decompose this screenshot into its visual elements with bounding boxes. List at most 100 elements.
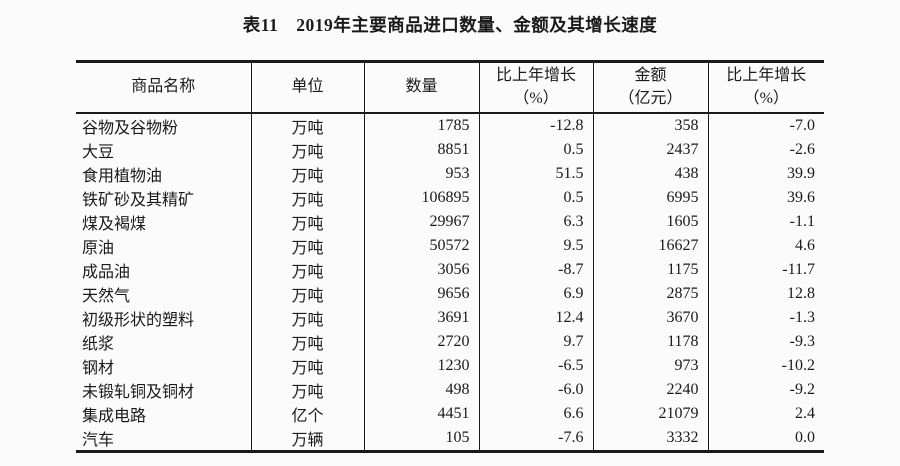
table-cell-quantity_growth_pct: -7.6 <box>478 426 593 452</box>
table-cell-commodity: 成品油 <box>82 264 131 281</box>
table-cell-quantity: 105 <box>363 426 479 452</box>
table-cell-quantity: 106895 <box>363 186 479 210</box>
table-cell-quantity: 1785 <box>363 113 479 138</box>
header-quantity: 数量 <box>363 61 479 114</box>
table-cell-quantity: 50572 <box>363 234 479 258</box>
table-row: 大豆 万吨 8851 0.5 2437 -2.6 <box>76 138 824 162</box>
table-row: 汽车 万辆 105 -7.6 3332 0.0 <box>76 426 824 452</box>
table-cell-unit: 万辆 <box>250 426 364 452</box>
table-cell-quantity_growth_pct: 6.3 <box>478 210 593 234</box>
table-cell-amount_100m_yuan: 3332 <box>592 426 708 452</box>
header-label: 单位 <box>291 78 324 96</box>
table-row: 铁矿砂及其精矿 万吨 106895 0.5 6995 39.6 <box>76 186 824 210</box>
table-cell-amount_growth_pct: -1.3 <box>707 306 824 330</box>
table-cell-commodity: 大豆 <box>82 144 115 161</box>
import-commodities-table: 商品名称 单位 数量 比上年增长 （%） 金额 （亿元） 比上年增长 <box>76 60 824 453</box>
table-cell-unit: 万吨 <box>250 113 364 138</box>
table-cell-amount_100m_yuan: 1605 <box>592 210 708 234</box>
header-amount-growth: 比上年增长 （%） <box>707 61 824 114</box>
table-row: 集成电路 亿个 4451 6.6 21079 2.4 <box>76 402 824 426</box>
table-cell-amount_growth_pct: 4.6 <box>707 234 824 258</box>
table-cell-quantity: 3056 <box>363 258 479 282</box>
table-cell-quantity: 498 <box>363 378 479 402</box>
table-cell-amount_growth_pct: -9.3 <box>707 330 824 354</box>
table-cell-quantity: 3691 <box>363 306 479 330</box>
header-row: 商品名称 单位 数量 比上年增长 （%） 金额 （亿元） 比上年增长 <box>76 61 824 114</box>
table-cell-quantity: 1230 <box>363 354 479 378</box>
table-cell-unit: 万吨 <box>250 138 364 162</box>
table-cell-quantity_growth_pct: 0.5 <box>478 138 593 162</box>
header-commodity-name: 商品名称 <box>76 61 251 114</box>
table-cell-unit: 万吨 <box>250 258 364 282</box>
table-cell-unit: 万吨 <box>250 234 364 258</box>
header-label: 比上年增长 <box>726 67 807 85</box>
table-cell-quantity: 9656 <box>363 282 479 306</box>
statistical-communique-page: 表11 2019年主要商品进口数量、金额及其增长速度 商品名称 单位 数量 比上… <box>76 15 824 453</box>
table-cell-quantity_growth_pct: -6.5 <box>478 354 593 378</box>
table-cell-quantity_growth_pct: 6.9 <box>478 282 593 306</box>
table-cell-unit: 万吨 <box>250 378 364 402</box>
table-row: 钢材 万吨 1230 -6.5 973 -10.2 <box>76 354 824 378</box>
table-cell-amount_100m_yuan: 3670 <box>592 306 708 330</box>
header-quantity-growth: 比上年增长 （%） <box>478 61 593 114</box>
table-title: 表11 2019年主要商品进口数量、金额及其增长速度 <box>242 15 658 35</box>
table-cell-commodity: 煤及褐煤 <box>82 216 147 233</box>
table-cell-amount_growth_pct: 0.0 <box>707 426 824 452</box>
table-cell-amount_100m_yuan: 1175 <box>592 258 708 282</box>
table-cell-amount_100m_yuan: 21079 <box>592 402 708 426</box>
table-row: 食用植物油 万吨 953 51.5 438 39.9 <box>76 162 824 186</box>
table-cell-quantity_growth_pct: -12.8 <box>478 113 593 138</box>
table-cell-amount_100m_yuan: 6995 <box>592 186 708 210</box>
table-cell-commodity: 天然气 <box>82 288 131 305</box>
table-cell-quantity: 4451 <box>363 402 479 426</box>
table-cell-unit: 亿个 <box>250 402 364 426</box>
table-cell-commodity: 铁矿砂及其精矿 <box>82 192 195 209</box>
table-cell-commodity: 钢材 <box>82 360 115 377</box>
table-cell-unit: 万吨 <box>250 330 364 354</box>
table-header: 商品名称 单位 数量 比上年增长 （%） 金额 （亿元） 比上年增长 <box>76 61 824 114</box>
table-cell-amount_growth_pct: -11.7 <box>707 258 824 282</box>
header-unit: 单位 <box>250 61 364 114</box>
table-row: 纸浆 万吨 2720 9.7 1178 -9.3 <box>76 330 824 354</box>
table-cell-quantity: 29967 <box>363 210 479 234</box>
table-cell-amount_growth_pct: 39.6 <box>707 186 824 210</box>
table-cell-unit: 万吨 <box>250 210 364 234</box>
table-cell-amount_100m_yuan: 16627 <box>592 234 708 258</box>
table-cell-amount_100m_yuan: 1178 <box>592 330 708 354</box>
table-row: 天然气 万吨 9656 6.9 2875 12.8 <box>76 282 824 306</box>
table-cell-quantity_growth_pct: 0.5 <box>478 186 593 210</box>
table-cell-amount_growth_pct: -9.2 <box>707 378 824 402</box>
table-cell-quantity: 2720 <box>363 330 479 354</box>
table-cell-commodity: 纸浆 <box>82 336 115 353</box>
table-cell-amount_100m_yuan: 2875 <box>592 282 708 306</box>
table-cell-unit: 万吨 <box>250 186 364 210</box>
table-cell-commodity: 初级形状的塑料 <box>82 312 195 329</box>
table-cell-unit: 万吨 <box>250 306 364 330</box>
table-cell-unit: 万吨 <box>250 162 364 186</box>
table-cell-amount_growth_pct: -7.0 <box>707 113 824 138</box>
table-cell-amount_growth_pct: -1.1 <box>707 210 824 234</box>
table-cell-quantity_growth_pct: 9.7 <box>478 330 593 354</box>
table-cell-amount_100m_yuan: 438 <box>592 162 708 186</box>
table-cell-quantity_growth_pct: 51.5 <box>478 162 593 186</box>
header-label: 比上年增长 <box>495 67 576 85</box>
header-label: （%） <box>513 89 559 107</box>
table-cell-quantity_growth_pct: 6.6 <box>478 402 593 426</box>
table-cell-commodity: 汽车 <box>82 432 115 449</box>
header-label: 商品名称 <box>131 78 196 96</box>
table-cell-quantity: 8851 <box>363 138 479 162</box>
table-body: 谷物及谷物粉 万吨 1785 -12.8 358 -7.0 大豆 万吨 8851 0.5 2437-… <box>76 113 824 452</box>
header-amount: 金额 （亿元） <box>592 61 708 114</box>
table-cell-amount_100m_yuan: 2437 <box>592 138 708 162</box>
table-cell-amount_growth_pct: -2.6 <box>707 138 824 162</box>
table-cell-quantity_growth_pct: -6.0 <box>478 378 593 402</box>
table-cell-commodity: 谷物及谷物粉 <box>82 120 179 137</box>
table-cell-commodity: 集成电路 <box>82 408 147 425</box>
table-cell-amount_growth_pct: 2.4 <box>707 402 824 426</box>
table-cell-amount_100m_yuan: 973 <box>592 354 708 378</box>
header-label: 金额 <box>634 67 667 85</box>
table-cell-commodity: 未锻轧铜及铜材 <box>82 384 195 401</box>
table-cell-amount_growth_pct: 12.8 <box>707 282 824 306</box>
table-cell-amount_100m_yuan: 358 <box>592 113 708 138</box>
table-cell-quantity_growth_pct: 9.5 <box>478 234 593 258</box>
